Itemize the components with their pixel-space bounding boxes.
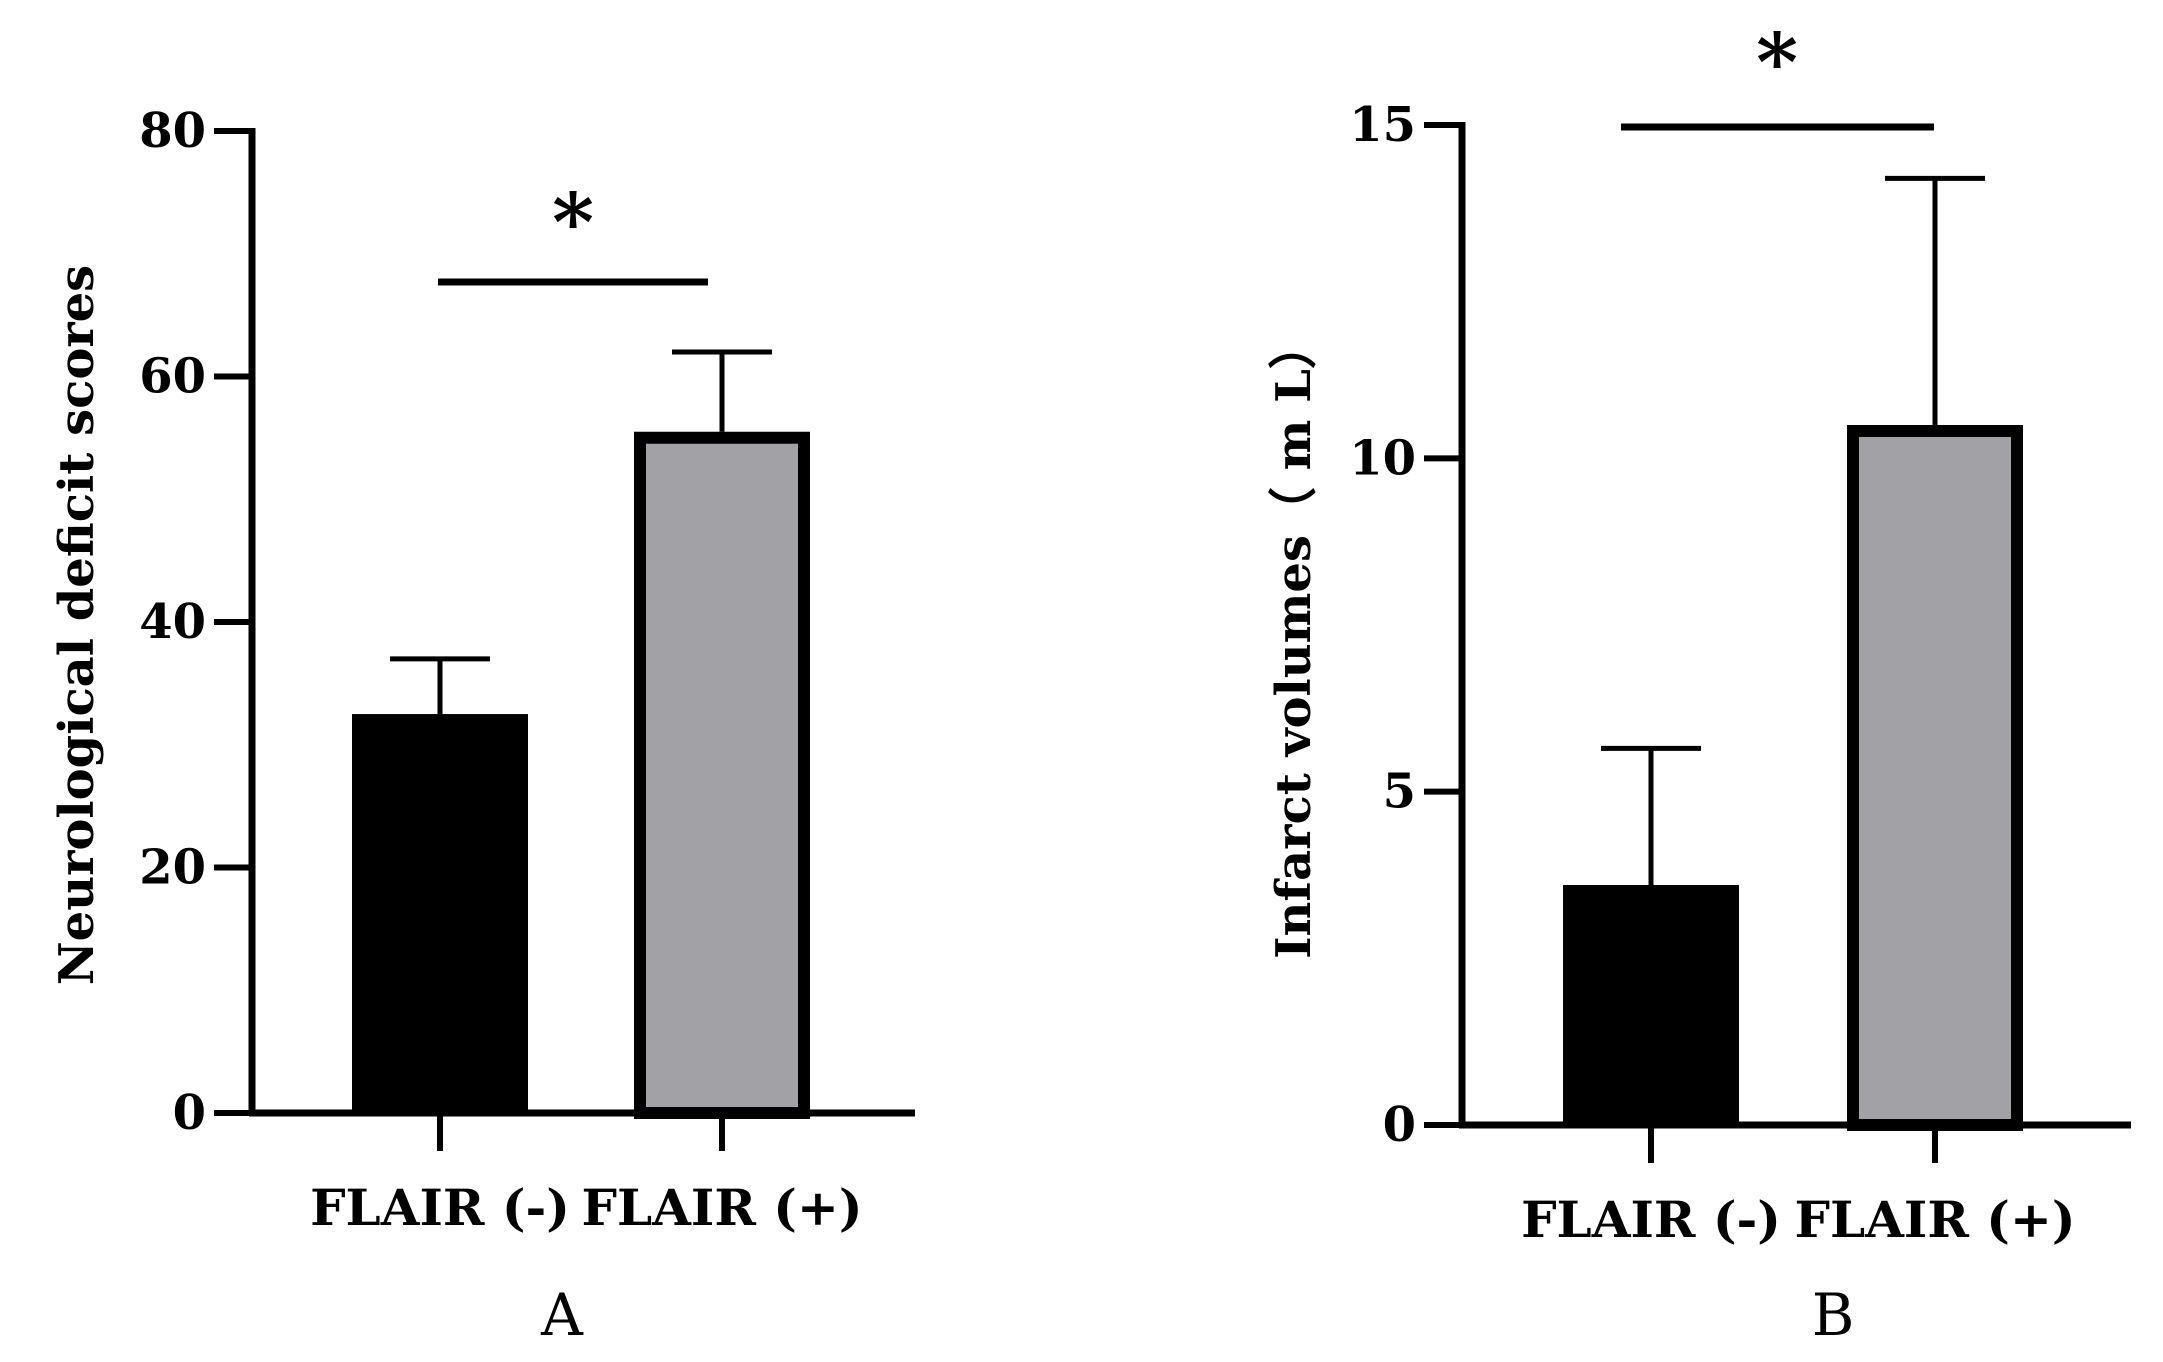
panel-b-chart: Infarct volumes（ m L） B 0 5 10 15 FLAIR (-) F… bbox=[1266, 15, 2131, 1349]
panel-a-category-label-1: FLAIR (-) bbox=[310, 1178, 570, 1237]
panel-a-y-tick-label-80: 80 bbox=[139, 103, 206, 159]
panel-a-y-tick-label-0: 0 bbox=[173, 1085, 206, 1141]
panel-b-bar-2 bbox=[1847, 425, 2023, 1131]
panel-a-chart: Neurological deficit scores A 0 20 40 60 80 F… bbox=[49, 103, 915, 1349]
panel-b-y-tick-label-15: 15 bbox=[1349, 97, 1416, 153]
panel-b-y-tick-label-0: 0 bbox=[1383, 1097, 1416, 1153]
panel-b-category-label-1: FLAIR (-) bbox=[1521, 1190, 1781, 1249]
panel-a-bar-1 bbox=[352, 714, 528, 1113]
panel-a-label: A bbox=[540, 1281, 584, 1349]
panel-b-bar-1 bbox=[1563, 885, 1739, 1125]
panel-a-y-tick-label-20: 20 bbox=[139, 840, 206, 896]
panel-b-y-tick-label-10: 10 bbox=[1349, 430, 1416, 486]
panel-a-y-tick-label-40: 40 bbox=[139, 594, 206, 650]
panel-b-y-axis-title: Infarct volumes（ m L） bbox=[1266, 321, 1322, 959]
panel-a-bar-2 bbox=[634, 431, 810, 1119]
panel-a-y-tick-label-60: 60 bbox=[139, 349, 206, 405]
panel-a-y-axis-title: Neurological deficit scores bbox=[49, 265, 105, 985]
panel-b-label: B bbox=[1812, 1281, 1855, 1349]
panel-a-significance-star: * bbox=[552, 175, 594, 269]
panel-a-category-label-2: FLAIR (+) bbox=[581, 1178, 862, 1237]
panel-b-category-label-2: FLAIR (+) bbox=[1794, 1190, 2075, 1249]
panel-b-significance-star: * bbox=[1756, 15, 1798, 109]
panel-b-y-tick-label-5: 5 bbox=[1383, 764, 1416, 820]
